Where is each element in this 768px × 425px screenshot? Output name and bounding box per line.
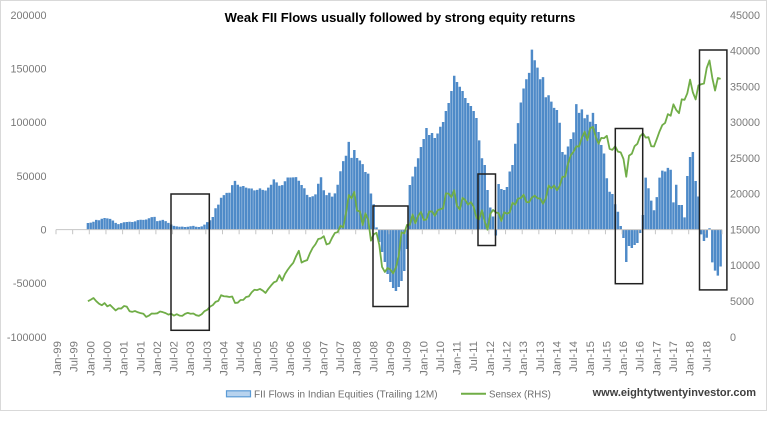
svg-text:0: 0 — [730, 332, 736, 344]
svg-text:Jul-14: Jul-14 — [568, 341, 580, 372]
svg-text:Jan-06: Jan-06 — [285, 341, 297, 376]
svg-text:www.eightytwentyinvestor.com: www.eightytwentyinvestor.com — [592, 387, 757, 399]
svg-text:-50000: -50000 — [13, 278, 47, 290]
svg-text:FII Flows in Indian Equities (: FII Flows in Indian Equities (Trailing 1… — [254, 390, 438, 401]
svg-text:Jul-00: Jul-00 — [102, 341, 114, 372]
svg-text:Jul-05: Jul-05 — [268, 341, 280, 372]
svg-text:Jan-15: Jan-15 — [585, 341, 597, 376]
svg-text:Jul-02: Jul-02 — [169, 341, 181, 372]
svg-text:Jul-10: Jul-10 — [435, 341, 447, 372]
svg-text:Jul-07: Jul-07 — [335, 341, 347, 372]
svg-text:Jan-18: Jan-18 — [685, 341, 697, 376]
svg-text:30000: 30000 — [730, 117, 760, 129]
svg-text:Jul-16: Jul-16 — [635, 341, 647, 372]
svg-text:35000: 35000 — [730, 81, 760, 93]
svg-text:150000: 150000 — [10, 64, 46, 76]
svg-text:Jan-08: Jan-08 — [352, 341, 364, 376]
svg-text:Jul-17: Jul-17 — [668, 341, 680, 372]
svg-text:Jan-01: Jan-01 — [119, 341, 131, 376]
svg-text:50000: 50000 — [16, 171, 46, 183]
svg-text:Jan-99: Jan-99 — [52, 341, 64, 376]
svg-text:Jul-18: Jul-18 — [701, 341, 713, 372]
svg-text:20000: 20000 — [730, 189, 760, 201]
svg-text:Jan-17: Jan-17 — [651, 341, 663, 376]
svg-text:Jan-03: Jan-03 — [185, 341, 197, 376]
svg-text:Sensex (RHS): Sensex (RHS) — [489, 390, 551, 401]
svg-text:Jan-14: Jan-14 — [552, 341, 564, 376]
svg-text:Jan-05: Jan-05 — [252, 341, 264, 376]
svg-text:100000: 100000 — [10, 117, 46, 129]
svg-text:5000: 5000 — [730, 296, 754, 308]
svg-text:Jul-11: Jul-11 — [468, 341, 480, 371]
svg-text:Jul-03: Jul-03 — [202, 341, 214, 372]
svg-text:Jul-09: Jul-09 — [402, 341, 414, 372]
svg-text:10000: 10000 — [730, 260, 760, 272]
svg-text:Jan-10: Jan-10 — [418, 341, 430, 376]
svg-text:Jul-01: Jul-01 — [135, 341, 147, 372]
svg-text:Jan-11: Jan-11 — [452, 341, 464, 375]
svg-text:Jan-04: Jan-04 — [219, 341, 231, 376]
svg-text:-100000: -100000 — [7, 332, 47, 344]
svg-text:Jan-12: Jan-12 — [485, 341, 497, 376]
svg-text:Jul-08: Jul-08 — [368, 341, 380, 372]
svg-text:Jul-06: Jul-06 — [302, 341, 314, 372]
svg-text:Jan-09: Jan-09 — [385, 341, 397, 376]
svg-text:Jan-16: Jan-16 — [618, 341, 630, 376]
svg-text:0: 0 — [40, 225, 46, 237]
svg-text:15000: 15000 — [730, 225, 760, 237]
svg-text:Jan-13: Jan-13 — [518, 341, 530, 376]
svg-text:Jul-99: Jul-99 — [69, 341, 81, 372]
svg-text:40000: 40000 — [730, 46, 760, 58]
svg-text:Jan-07: Jan-07 — [318, 341, 330, 376]
svg-text:25000: 25000 — [730, 153, 760, 165]
svg-text:Jan-02: Jan-02 — [152, 341, 164, 376]
svg-text:Jan-00: Jan-00 — [85, 341, 97, 376]
svg-text:Jul-04: Jul-04 — [235, 341, 247, 372]
svg-text:Jul-12: Jul-12 — [502, 341, 514, 372]
svg-text:Jul-13: Jul-13 — [535, 341, 547, 372]
svg-text:Weak FII Flows usually followe: Weak FII Flows usually followed by stron… — [225, 10, 576, 25]
svg-text:200000: 200000 — [10, 10, 46, 22]
svg-text:45000: 45000 — [730, 10, 760, 22]
svg-text:Jul-15: Jul-15 — [602, 341, 614, 372]
